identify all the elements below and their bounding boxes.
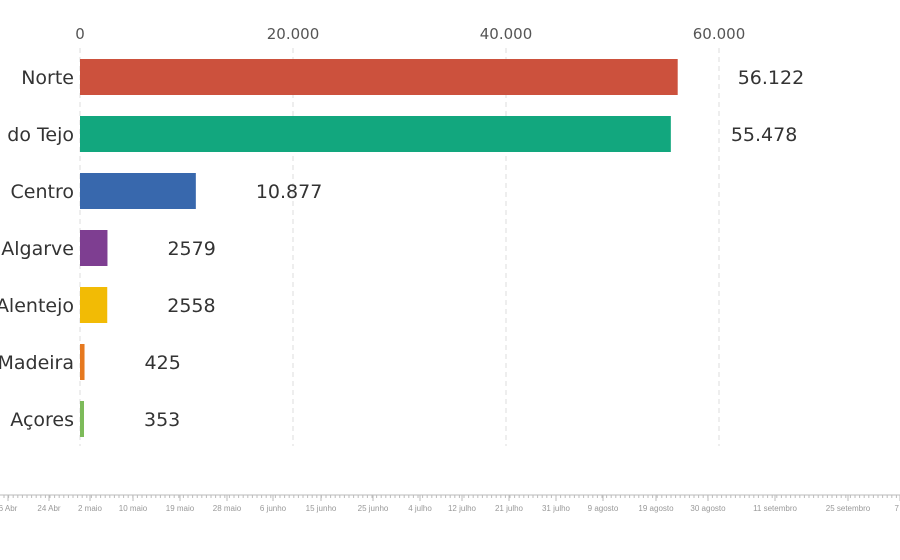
category-label: do Tejo <box>7 124 74 146</box>
category-label: Açores <box>10 409 74 431</box>
timeline-date-label: 15 junho <box>306 504 337 513</box>
x-axis-ticks: 0 20.000 40.000 60.000 <box>75 25 745 43</box>
value-label: 2579 <box>167 238 215 260</box>
category-label: Norte <box>21 67 74 89</box>
timeline-date-label: 6 junho <box>260 504 287 513</box>
bar <box>80 116 671 152</box>
timeline-date-label: 30 agosto <box>690 504 726 513</box>
timeline-date-label: 28 maio <box>213 504 242 513</box>
x-tick-label: 0 <box>75 25 85 43</box>
value-labels: 56.122 55.478 10.877 2579 2558 425 353 <box>144 67 804 431</box>
timeline-date-label: 7 o <box>894 504 900 513</box>
timeline-date-label: 21 julho <box>495 504 524 513</box>
bar <box>80 230 108 266</box>
category-label: Algarve <box>1 238 74 260</box>
bar <box>80 287 108 323</box>
category-label: Alentejo <box>0 295 74 317</box>
timeline-date-label: 4 julho <box>408 504 432 513</box>
value-label: 56.122 <box>738 67 804 89</box>
timeline-date-label: 10 maio <box>119 504 148 513</box>
x-tick-label: 60.000 <box>693 25 746 43</box>
bar <box>80 173 196 209</box>
category-labels: Norte do Tejo Centro Algarve Alentejo Madeira… <box>0 67 74 431</box>
timeline-date-label: 24 Abr <box>37 504 60 513</box>
timeline-date-label: 25 junho <box>358 504 389 513</box>
timeline-date-label: 6 Abr <box>0 504 18 513</box>
bar <box>80 401 84 437</box>
value-label: 353 <box>144 409 180 431</box>
bar <box>80 344 85 380</box>
timeline-date-label: 2 maio <box>78 504 103 513</box>
x-tick-label: 20.000 <box>267 25 320 43</box>
timeline-date-label: 31 julho <box>542 504 571 513</box>
timeline-date-label: 12 julho <box>448 504 477 513</box>
timeline-date-label: 25 setembro <box>826 504 871 513</box>
category-label: Madeira <box>0 352 74 374</box>
bars <box>80 59 678 437</box>
x-tick-label: 40.000 <box>480 25 533 43</box>
timeline-date-label: 19 maio <box>166 504 195 513</box>
timeline-slider[interactable]: 6 Abr 24 Abr 2 maio 10 maio 19 maio 28 maio 6 … <box>0 494 900 513</box>
value-label: 425 <box>145 352 181 374</box>
value-label: 2558 <box>167 295 215 317</box>
category-label: Centro <box>11 181 74 203</box>
value-label: 55.478 <box>731 124 797 146</box>
bar <box>80 59 678 95</box>
value-label: 10.877 <box>256 181 322 203</box>
timeline-date-label: 19 agosto <box>638 504 674 513</box>
timeline-date-label: 11 setembro <box>753 504 797 513</box>
timeline-date-label: 9 agosto <box>588 504 619 513</box>
